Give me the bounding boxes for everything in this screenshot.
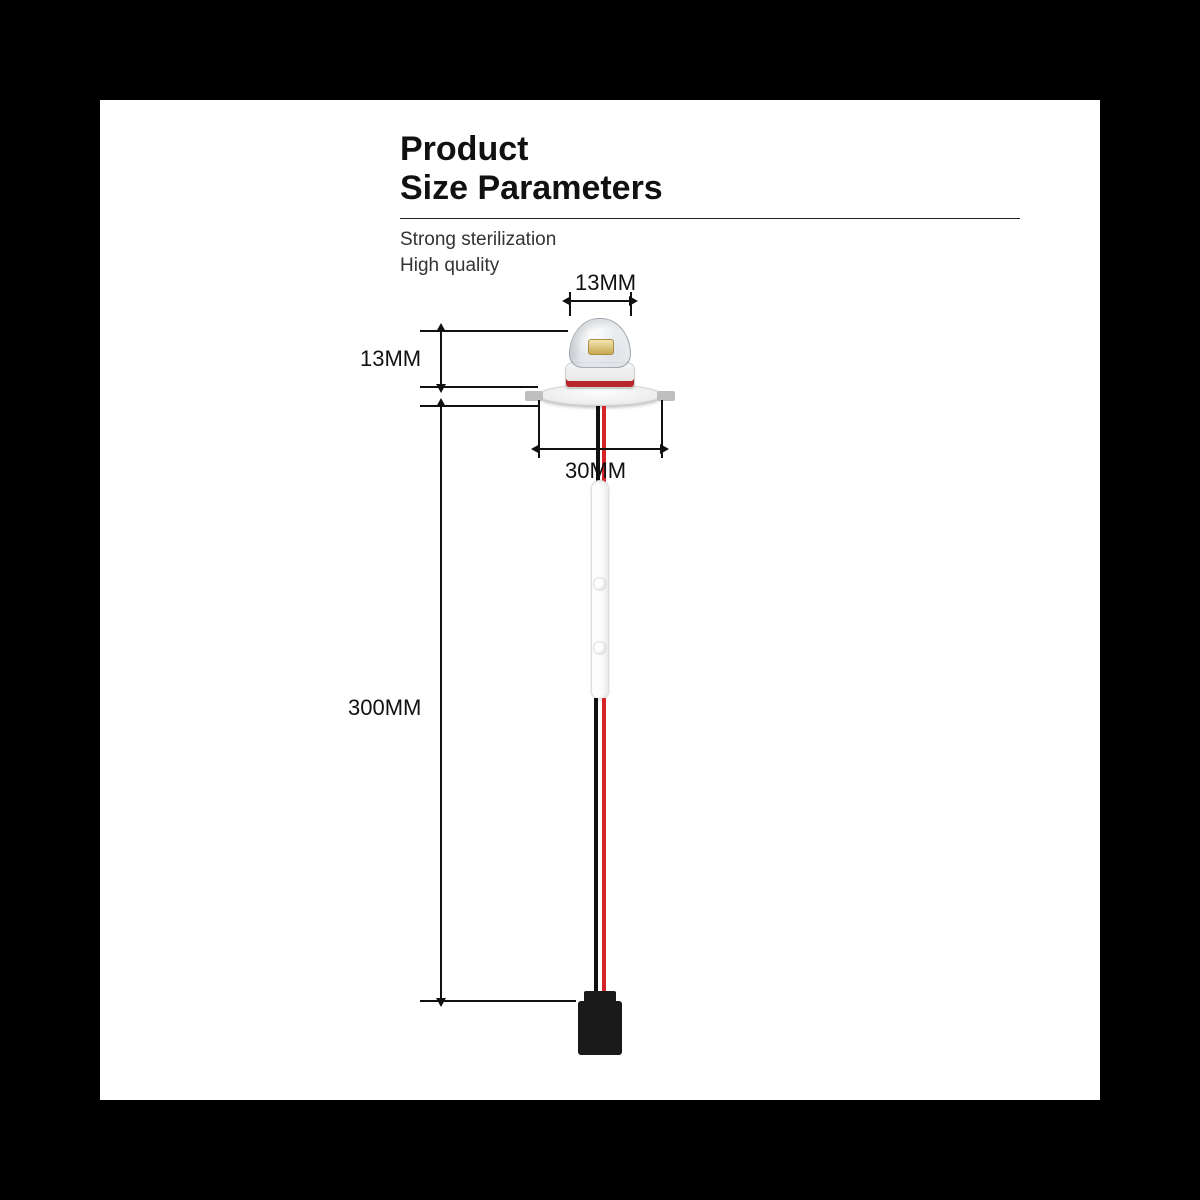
mount-tab-left [525,391,543,401]
dim-base-width-line [538,448,662,450]
canvas: Product Size Parameters Strong steriliza… [100,100,1100,1100]
dim-dome-height-label: 13MM [360,346,421,372]
arrow-down-icon [436,998,446,1007]
dim-cable-line [440,405,442,1000]
arrow-down-icon [436,384,446,393]
arrow-up-icon [436,323,446,332]
cable-strain-relief [591,480,609,700]
arrow-left-icon [531,444,540,454]
dim-dome-height-line [440,330,442,386]
dim-cable-length-label: 300MM [348,695,421,721]
strain-relief-bulge-1 [593,577,607,591]
dim-dome-width-label: 13MM [575,270,636,296]
dim-dome-width-line [569,300,631,302]
dim-base-width-label: 30MM [565,458,626,484]
diagram: 13MM 13MM 30MM 300MM [100,100,1100,1100]
wire-black-lower [594,698,598,1004]
arrow-right-icon [660,444,669,454]
cable-connector [578,1001,622,1055]
wire-red-lower [602,698,606,1004]
arrow-up-icon [436,398,446,407]
lamp-dome [569,318,631,368]
mount-tab-right [657,391,675,401]
strain-relief-bulge-2 [593,641,607,655]
dim-dome-width-ext-l [569,292,571,316]
